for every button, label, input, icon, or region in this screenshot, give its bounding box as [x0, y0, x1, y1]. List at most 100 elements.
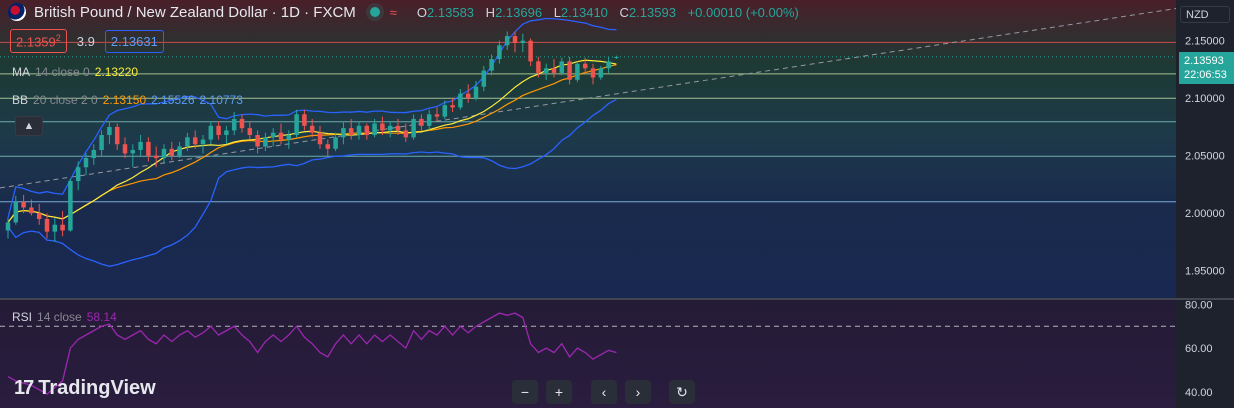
candle-body: [450, 105, 455, 108]
candle-body: [224, 130, 229, 136]
reset-controls: ↻: [669, 380, 695, 404]
rsi-legend[interactable]: RSI 14 close 58.14: [12, 310, 117, 324]
market-open-icon[interactable]: [369, 7, 380, 17]
ohlc-readout: O2.13583 H2.13696 L2.13410 C2.13593 +0.0…: [417, 5, 807, 20]
candle-body: [582, 63, 588, 69]
candle-body: [294, 114, 299, 136]
bb-lower-line: [7, 98, 617, 267]
candle-body: [263, 137, 268, 147]
currency-selector[interactable]: NZD: [1180, 6, 1230, 23]
candle-body: [551, 68, 557, 73]
sell-price-pip: 2: [55, 33, 61, 43]
rsi-line: [7, 312, 617, 395]
candle-body: [138, 141, 143, 150]
candle-body: [606, 61, 611, 69]
candle-body: [278, 132, 284, 140]
bb-params: 20 close 2 0: [33, 93, 98, 107]
candle-body: [614, 56, 619, 58]
spread-value: 3.9: [76, 33, 95, 49]
trend-line: [0, 8, 1177, 189]
candle-body: [309, 125, 315, 133]
candle-body: [364, 125, 370, 136]
candle-body: [497, 45, 502, 60]
wave-icon: ≈: [389, 4, 397, 20]
candle-body: [387, 125, 393, 131]
bb-lower-value: 2.10773: [199, 93, 243, 107]
candle-body: [567, 61, 572, 80]
candle-body: [208, 125, 214, 140]
candle-body: [426, 114, 432, 126]
candle-body: [575, 63, 580, 80]
candle-body: [5, 222, 11, 231]
rsi-pane-background: [0, 300, 1176, 408]
reset-chart-button[interactable]: ↻: [669, 380, 695, 404]
candle-body: [356, 125, 362, 136]
buy-button[interactable]: 2.13631: [104, 29, 164, 53]
candle-body: [52, 224, 58, 232]
rsi-params: 14 close: [37, 310, 82, 324]
collapse-legend-button[interactable]: ▲: [15, 116, 43, 136]
candle-body: [341, 128, 346, 138]
candle-body: [372, 123, 377, 136]
sell-button[interactable]: 2.13592: [10, 29, 67, 54]
last-price-label: 2.13593 22:06:53: [1179, 52, 1234, 84]
candle-body: [403, 130, 409, 138]
close-value: 2.13593: [628, 4, 676, 20]
candle-body: [21, 201, 26, 208]
quote-panel: 2.13592 3.9 2.13631: [10, 29, 164, 54]
scroll-left-button[interactable]: ‹: [591, 380, 617, 404]
candle-body: [598, 68, 604, 78]
scroll-right-button[interactable]: ›: [625, 380, 651, 404]
open-value: 2.13583: [427, 4, 475, 20]
candle-body: [60, 224, 65, 231]
symbol-title[interactable]: British Pound / New Zealand Dollar · 1D …: [34, 3, 356, 21]
currency-flag-icon: [8, 3, 26, 21]
market-status[interactable]: ≈: [369, 4, 397, 20]
candle-body: [122, 144, 128, 154]
candle-body: [29, 207, 34, 214]
candle-body: [302, 114, 307, 126]
candle-body: [130, 149, 136, 154]
rsi-axis-tick-label: 60.00: [1185, 343, 1213, 355]
candle-body: [590, 68, 596, 78]
candle-body: [153, 155, 159, 159]
candle-body: [216, 125, 221, 136]
candle-body: [286, 135, 292, 140]
candle-body: [380, 123, 385, 131]
candle-body: [458, 93, 463, 108]
candle-body: [317, 132, 323, 145]
bb-upper-value: 2.15526: [151, 93, 195, 107]
price-axis-tick-label: 2.05000: [1185, 151, 1225, 163]
rsi-name: RSI: [12, 310, 33, 324]
candle-body: [520, 40, 526, 44]
high-key: H: [485, 4, 496, 20]
candle-body: [169, 148, 175, 156]
zoom-out-button[interactable]: −: [512, 380, 538, 404]
price-axis-tick-label: 1.95000: [1185, 266, 1225, 278]
rsi-axis-tick-label: 80.00: [1185, 299, 1213, 311]
candle-body: [559, 61, 565, 73]
ma-legend[interactable]: MA 14 close 0 2.13220: [12, 65, 138, 79]
candle-body: [185, 137, 190, 147]
candle-body: [473, 86, 479, 99]
bb-legend[interactable]: BB 20 close 2 0 2.13150 2.15526 2.10773: [12, 93, 243, 107]
symbol-header[interactable]: British Pound / New Zealand Dollar · 1D …: [8, 2, 807, 22]
candle-body: [395, 125, 401, 131]
bb-mid-value: 2.13150: [102, 93, 147, 107]
tradingview-logo-icon: 17: [14, 377, 34, 399]
candle-body: [270, 132, 276, 138]
candle-body: [489, 59, 494, 71]
candle-body: [161, 148, 167, 159]
low-value: 2.13410: [560, 4, 608, 20]
zoom-in-button[interactable]: +: [546, 380, 572, 404]
price-pane-background: [0, 0, 1176, 298]
candle-body: [44, 218, 50, 232]
ma-params: 14 close 0: [35, 65, 90, 79]
candle-body: [107, 126, 112, 136]
open-key: O: [416, 4, 428, 20]
candle-body: [114, 126, 120, 145]
tradingview-logo[interactable]: 17 TradingView: [14, 377, 156, 400]
candle-body: [177, 146, 182, 156]
ma-name: MA: [12, 65, 30, 79]
